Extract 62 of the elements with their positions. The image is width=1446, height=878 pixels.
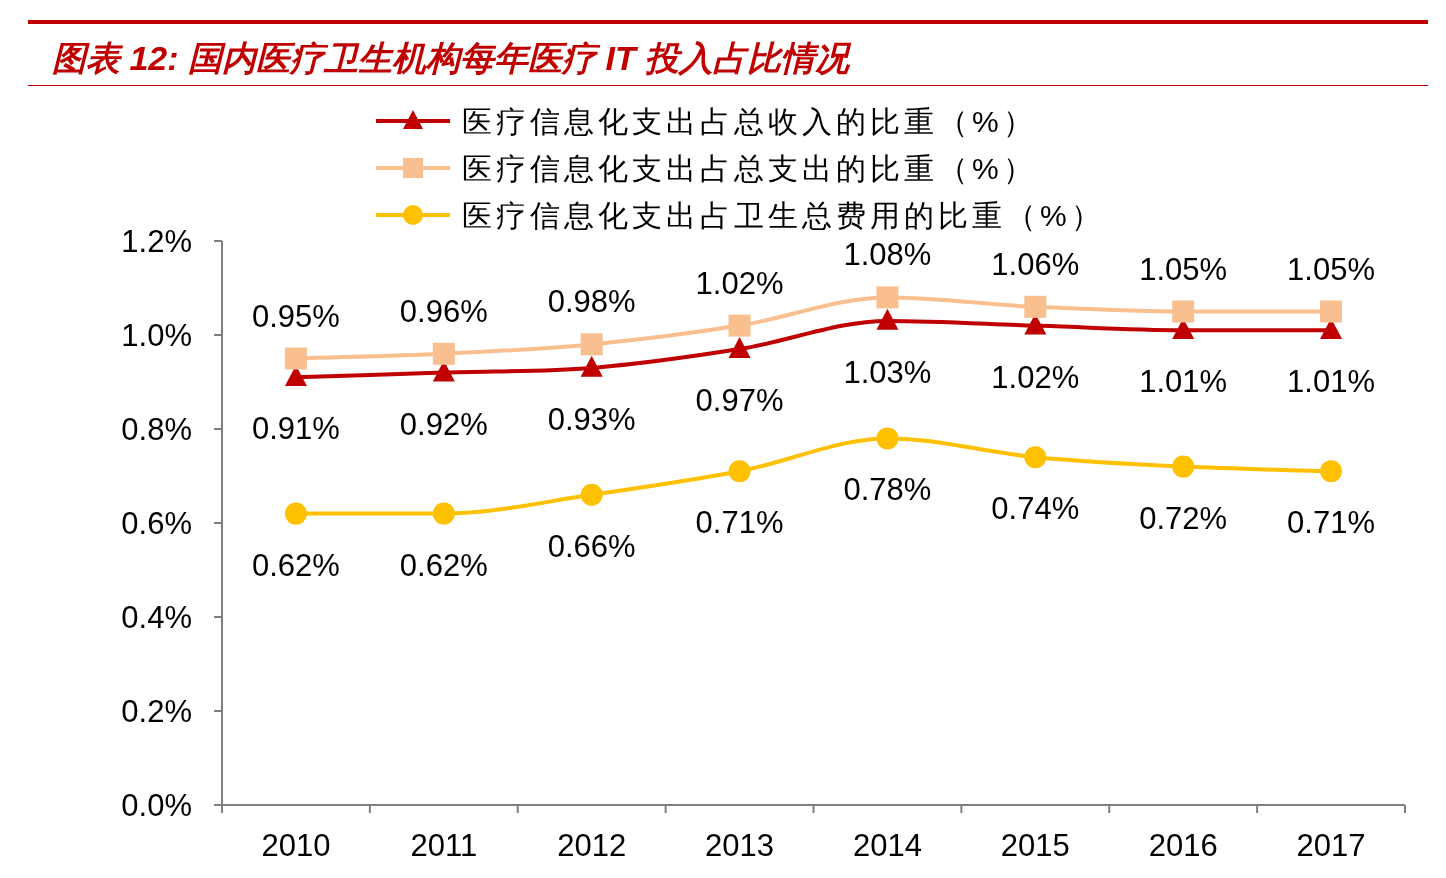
data-label: 0.93% <box>547 401 636 437</box>
data-label: 1.02% <box>991 359 1080 395</box>
chart-title: 图表 12: 国内医疗卫生机构每年医疗 IT 投入占比情况 <box>52 39 853 77</box>
y-tick-label: 1.0% <box>121 318 192 353</box>
data-label: 0.78% <box>843 472 932 508</box>
legend-label: 医疗信息化支出占总支出的比重（%） <box>462 152 1037 185</box>
data-label: 0.71% <box>1287 505 1376 541</box>
point <box>432 502 455 525</box>
point <box>284 502 307 525</box>
point <box>580 483 603 506</box>
point <box>580 333 603 356</box>
data-label: 0.62% <box>399 547 488 583</box>
data-label: 0.66% <box>547 528 636 564</box>
data-label: 1.05% <box>1139 251 1228 287</box>
y-tick-label: 0.4% <box>121 600 192 635</box>
y-tick-label: 0.6% <box>121 506 192 541</box>
data-label: 1.03% <box>843 354 932 390</box>
data-label: 1.01% <box>1139 364 1228 400</box>
point <box>1024 446 1047 469</box>
point <box>1024 295 1047 318</box>
data-label: 1.05% <box>1287 251 1376 287</box>
point <box>728 314 751 337</box>
point <box>1172 300 1195 323</box>
data-label: 0.62% <box>251 547 340 583</box>
y-tick-label: 0.2% <box>121 694 192 729</box>
data-label: 1.01% <box>1287 364 1376 400</box>
data-label: 0.95% <box>251 298 340 334</box>
data-label: 0.71% <box>695 505 784 541</box>
point <box>876 308 899 330</box>
x-tick-label: 2015 <box>1000 828 1070 863</box>
y-tick-label: 1.2% <box>121 224 192 259</box>
y-tick-label: 0.0% <box>121 788 192 823</box>
legend-label: 医疗信息化支出占卫生总费用的比重（%） <box>462 199 1105 232</box>
point <box>284 347 307 370</box>
y-tick-label: 0.8% <box>121 412 192 447</box>
x-tick-label: 2011 <box>410 828 478 863</box>
data-label: 0.98% <box>547 284 636 320</box>
legend-label: 医疗信息化支出占总收入的比重（%） <box>462 105 1037 138</box>
data-label: 0.72% <box>1139 500 1228 536</box>
data-label: 0.97% <box>695 383 784 419</box>
x-tick-label: 2010 <box>261 828 331 863</box>
point <box>1320 300 1343 323</box>
x-tick-label: 2012 <box>557 828 627 863</box>
x-tick-label: 2016 <box>1148 828 1218 863</box>
point <box>432 342 455 365</box>
data-label: 0.74% <box>991 491 1080 527</box>
point <box>876 427 899 450</box>
point <box>1320 460 1343 483</box>
data-label: 1.02% <box>695 265 784 301</box>
point <box>580 355 603 377</box>
x-tick-label: 2014 <box>852 828 922 863</box>
data-label: 0.96% <box>399 293 488 329</box>
data-label: 0.91% <box>251 411 340 447</box>
data-label: 1.06% <box>991 246 1080 282</box>
point <box>876 286 899 309</box>
x-tick-label: 2017 <box>1296 828 1366 863</box>
data-label: 1.08% <box>843 237 932 273</box>
point <box>1172 455 1195 478</box>
data-label: 0.92% <box>399 406 488 442</box>
point <box>728 460 751 483</box>
point <box>728 337 751 358</box>
x-tick-label: 2013 <box>705 828 775 863</box>
